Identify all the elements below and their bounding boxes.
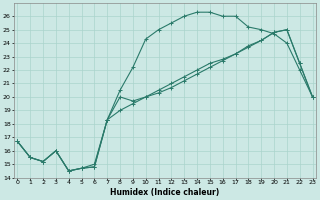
X-axis label: Humidex (Indice chaleur): Humidex (Indice chaleur) (110, 188, 220, 197)
